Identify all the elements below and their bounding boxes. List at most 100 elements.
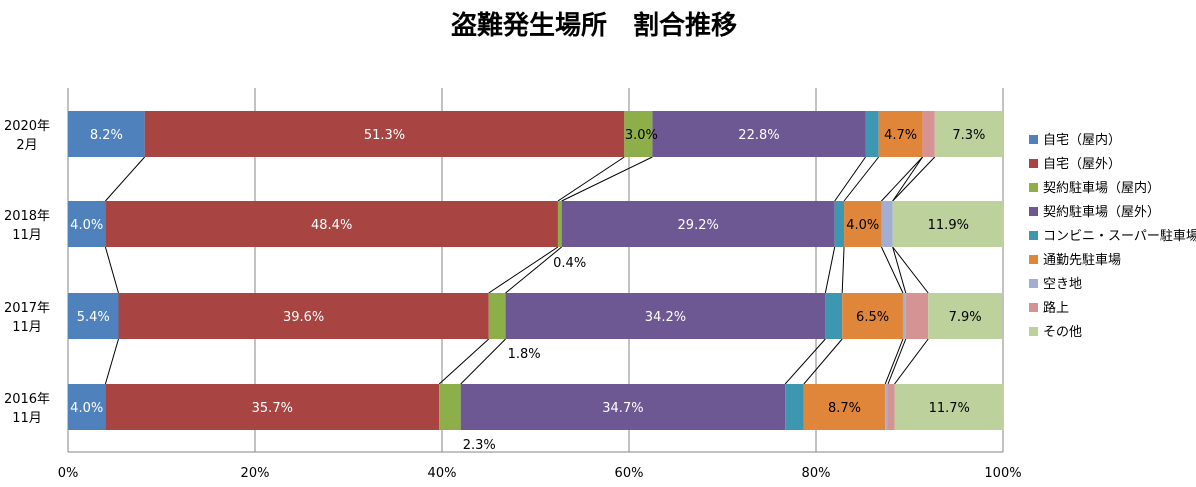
legend-label: 通勤先駐車場 [1043, 253, 1121, 268]
legend-swatch [1029, 135, 1038, 144]
legend-swatch [1029, 231, 1038, 240]
bar-segment [68, 384, 106, 430]
bar-segment [624, 111, 653, 157]
data-label: 5.4% [77, 310, 110, 325]
legend-swatch [1029, 327, 1038, 336]
data-label: 39.6% [283, 310, 324, 325]
bar-segment [505, 293, 826, 339]
legend-label: その他 [1043, 325, 1082, 340]
bar-segment [488, 293, 506, 339]
category-label: 2018年 [4, 209, 50, 224]
legend-label: 契約駐車場（屋外） [1043, 205, 1160, 220]
series-connector-line [104, 246, 119, 294]
legend-swatch [1029, 279, 1038, 288]
data-label: 8.2% [90, 128, 123, 143]
bar-segment [934, 111, 1003, 157]
bar-segment [68, 201, 106, 247]
category-label: 2016年 [4, 392, 50, 407]
bar-segment [68, 111, 145, 157]
bar-segment [105, 384, 440, 430]
data-label: 11.7% [929, 401, 970, 416]
data-label: 7.9% [949, 310, 982, 325]
series-connector-line [834, 156, 866, 202]
data-label: 3.0% [625, 128, 658, 143]
category-label: 11月 [12, 320, 42, 335]
bar-segment [894, 384, 1004, 430]
x-tick-label: 80% [802, 466, 831, 481]
bar-segment [881, 201, 893, 247]
series-connector-line [784, 338, 826, 385]
bar-segment [902, 293, 906, 339]
bar-segment [561, 201, 835, 247]
bar-segment [865, 111, 879, 157]
series-connector-line [881, 156, 923, 202]
bar-segment [885, 384, 888, 430]
bar-segment [892, 201, 1004, 247]
x-tick-label: 60% [615, 466, 644, 481]
legend-swatch [1029, 255, 1038, 264]
data-label: 51.3% [364, 128, 405, 143]
data-label: 4.0% [70, 401, 103, 416]
data-label: 0.4% [553, 256, 586, 271]
bar-segment [844, 201, 882, 247]
bar-segment [905, 293, 929, 339]
legend-swatch [1029, 159, 1038, 168]
data-label: 8.7% [828, 401, 861, 416]
data-label: 6.5% [856, 310, 889, 325]
data-label: 2.3% [463, 438, 496, 453]
category-label: 2月 [16, 138, 37, 153]
x-tick-label: 20% [241, 466, 270, 481]
bar-segment [439, 384, 461, 430]
series-connector-line [561, 156, 653, 202]
data-label: 34.7% [602, 401, 643, 416]
series-connector-line [880, 246, 904, 294]
series-connector-line [892, 156, 936, 202]
series-connector-line [892, 246, 929, 294]
chart-title: 盗難発生場所 割合推移 [451, 10, 737, 41]
data-label: 29.2% [678, 218, 719, 233]
legend-label: 自宅（屋外） [1043, 157, 1121, 172]
bar-segment [557, 201, 562, 247]
data-label: 4.0% [846, 218, 879, 233]
bar-segment [652, 111, 866, 157]
bar-segment [144, 111, 625, 157]
legend-label: 路上 [1043, 300, 1069, 316]
bar-segment [878, 111, 923, 157]
data-label: 4.7% [884, 128, 917, 143]
bar-segment [928, 293, 1003, 339]
bar-segment [887, 384, 895, 430]
legend-label: コンビニ・スーパー駐車場 [1043, 229, 1196, 244]
legend-label: 空き地 [1043, 277, 1082, 292]
data-label: 7.3% [952, 128, 985, 143]
series-connector-line [105, 156, 146, 202]
series-connector-line [824, 246, 836, 294]
bar-segment [834, 201, 845, 247]
legend-swatch [1029, 207, 1038, 216]
series-connector-line [438, 338, 490, 385]
data-label: 48.4% [311, 218, 352, 233]
bar-segment [118, 293, 489, 339]
data-label: 1.8% [508, 347, 541, 362]
legend-label: 契約駐車場（屋内） [1043, 180, 1160, 196]
x-tick-label: 100% [984, 466, 1021, 481]
data-label: 35.7% [252, 401, 293, 416]
series-connector-line [843, 156, 880, 202]
series-connector-line [892, 156, 924, 202]
bar-segment [460, 384, 786, 430]
series-connector-line [892, 246, 907, 294]
legend-swatch [1029, 303, 1038, 312]
bar-segment [785, 384, 804, 430]
x-tick-label: 0% [58, 466, 79, 481]
data-label: 11.9% [928, 218, 969, 233]
legend-swatch [1029, 183, 1038, 192]
data-label: 22.8% [738, 128, 779, 143]
series-connector-line [505, 246, 562, 294]
category-label: 2020年 [4, 119, 50, 134]
data-label: 4.0% [70, 218, 103, 233]
series-connector-line [894, 338, 929, 385]
category-label: 11月 [12, 228, 42, 243]
bar-segment [842, 293, 903, 339]
x-tick-label: 40% [428, 466, 457, 481]
series-connector-line [104, 338, 119, 385]
